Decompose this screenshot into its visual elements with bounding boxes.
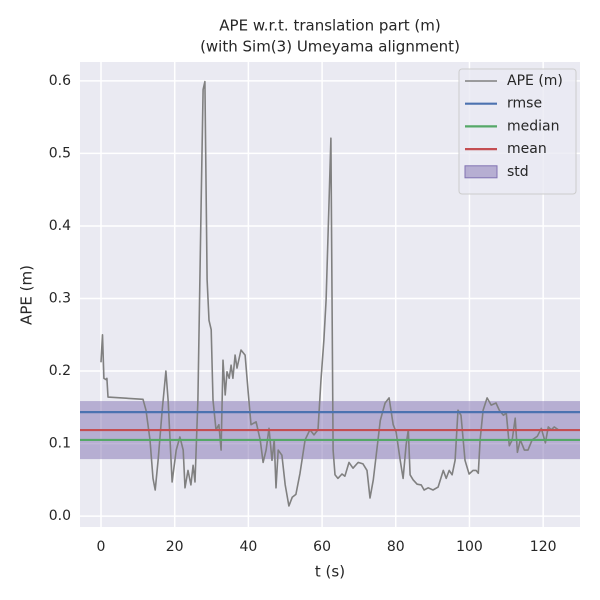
x-axis-label: t (s) <box>315 563 345 581</box>
ape-line <box>100 80 559 507</box>
legend-label: median <box>507 118 559 134</box>
y-tick-label: 0.6 <box>49 73 71 89</box>
legend-label: std <box>507 164 529 180</box>
x-tick-label: 120 <box>530 539 557 555</box>
x-tick-label: 60 <box>313 539 331 555</box>
legend-label: APE (m) <box>507 73 563 89</box>
legend-label: mean <box>507 141 547 157</box>
x-tick-label: 20 <box>166 539 184 555</box>
y-tick-label: 0.2 <box>49 363 71 379</box>
y-tick-label: 0.0 <box>49 508 71 524</box>
y-tick-label: 0.1 <box>49 436 71 452</box>
chart-subtitle: (with Sim(3) Umeyama alignment) <box>200 38 460 56</box>
legend-box <box>458 68 577 195</box>
y-tick-label: 0.5 <box>49 145 71 161</box>
y-axis-label: APE (m) <box>18 265 36 325</box>
x-tick-label: 80 <box>387 539 405 555</box>
x-tick-label: 40 <box>239 539 257 555</box>
plot-content <box>80 80 580 507</box>
y-tick-label: 0.3 <box>49 290 71 306</box>
x-tick-label: 100 <box>456 539 483 555</box>
legend-label: rmse <box>507 96 542 112</box>
x-tick-label: 0 <box>97 539 106 555</box>
chart-title: APE w.r.t. translation part (m) <box>219 17 440 35</box>
y-tick-label: 0.4 <box>49 218 71 234</box>
legend-swatch <box>464 165 498 179</box>
